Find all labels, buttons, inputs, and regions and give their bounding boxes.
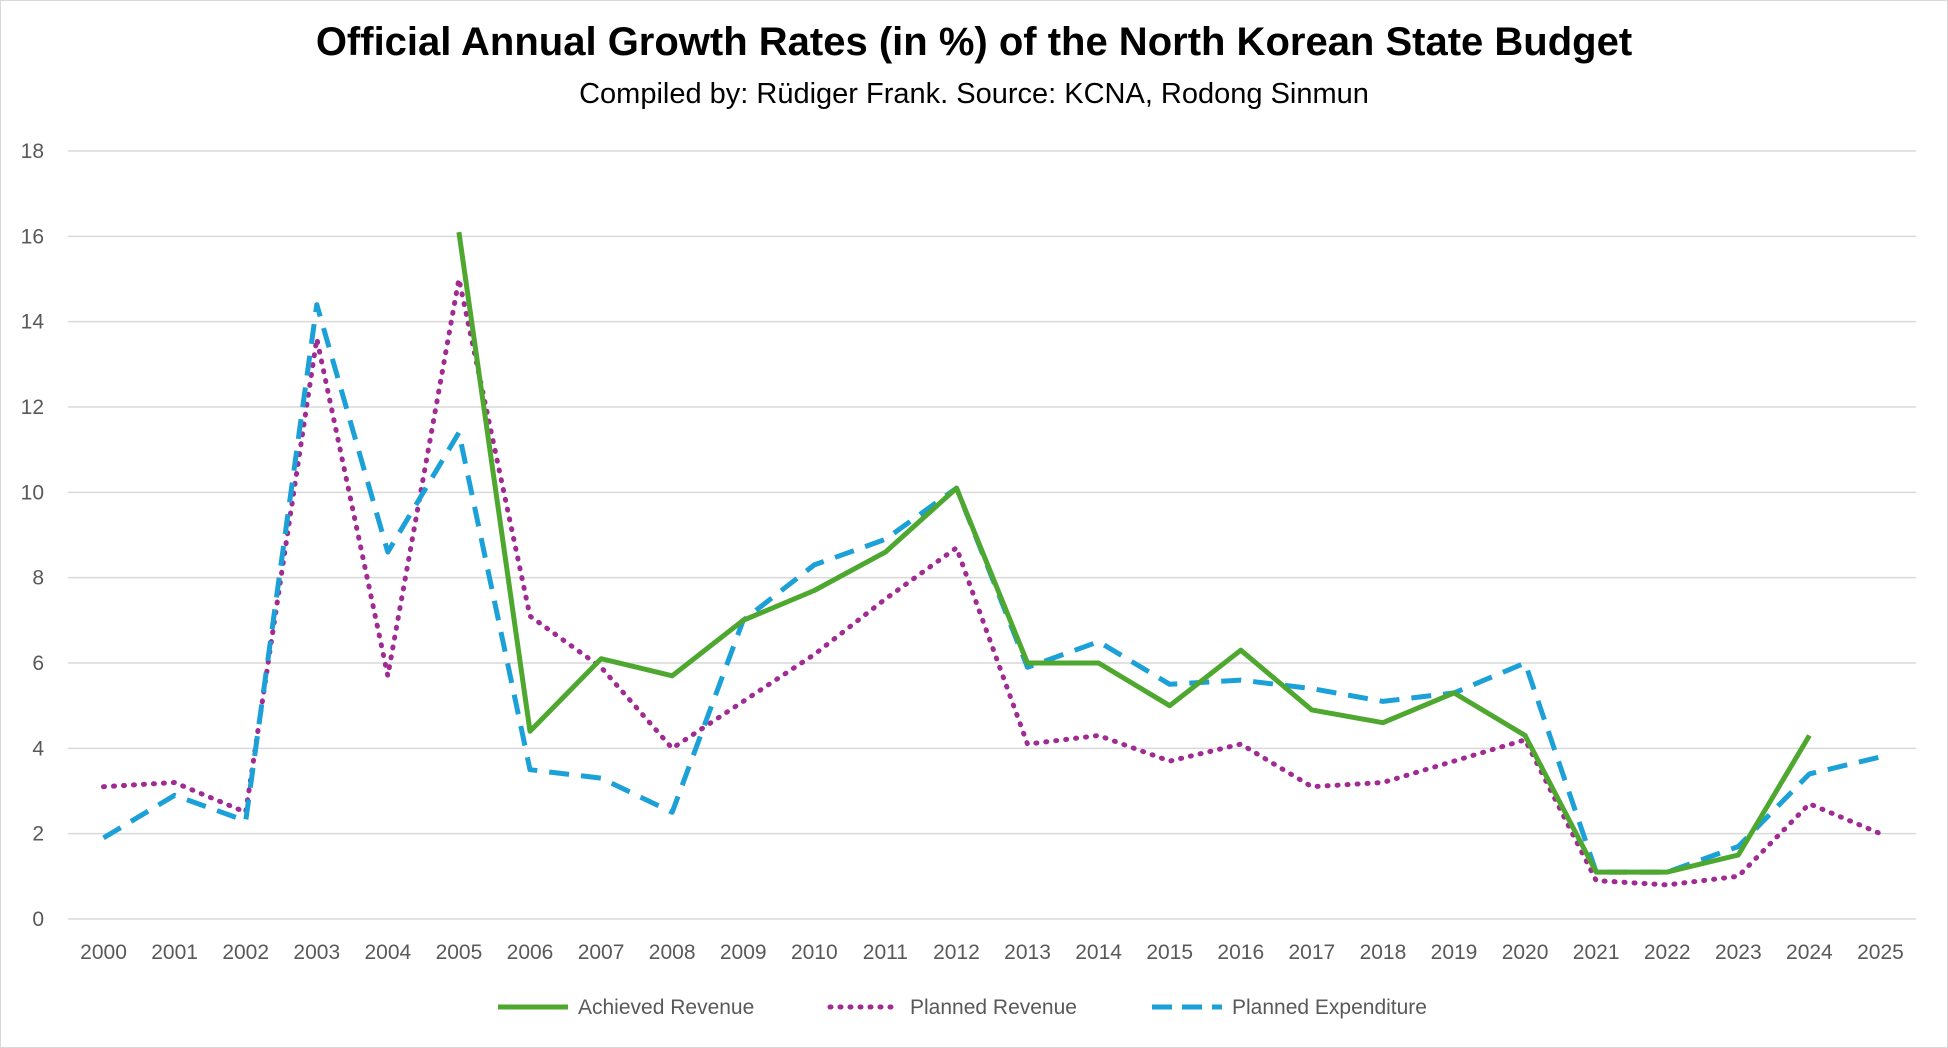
legend-label: Planned Revenue xyxy=(910,996,1077,1019)
y-tick-label: 4 xyxy=(32,737,44,760)
x-axis-ticks: 2000 2001 2002 2003 2004 2005 2006 2007 2008 2009… xyxy=(80,941,1904,964)
x-tick-label: 2017 xyxy=(1288,941,1335,964)
x-tick-label: 2005 xyxy=(436,941,483,964)
x-tick-label: 2016 xyxy=(1217,941,1264,964)
y-tick-label: 14 xyxy=(21,311,45,334)
chart-title: Official Annual Growth Rates (in %) of t… xyxy=(315,20,1633,64)
x-tick-label: 2001 xyxy=(151,941,198,964)
series-lines xyxy=(101,231,1883,888)
y-axis-ticks: 0 2 4 6 8 10 12 14 16 18 xyxy=(21,140,45,931)
x-tick-label: 2021 xyxy=(1573,941,1620,964)
x-tick-label: 2008 xyxy=(649,941,696,964)
x-tick-label: 2011 xyxy=(863,941,908,964)
legend: Achieved Revenue Planned Revenue Planned E… xyxy=(498,996,1427,1019)
chart-subtitle: Compiled by: Rüdiger Frank. Source: KCNA… xyxy=(579,78,1369,110)
legend-label: Achieved Revenue xyxy=(578,996,754,1019)
y-tick-label: 12 xyxy=(21,396,44,419)
x-tick-label: 2006 xyxy=(507,941,554,964)
x-tick-label: 2015 xyxy=(1146,941,1193,964)
y-tick-label: 0 xyxy=(32,908,44,931)
gridlines xyxy=(68,150,1916,920)
x-tick-label: 2009 xyxy=(720,941,767,964)
series-line-planned-revenue xyxy=(101,276,1883,888)
x-tick-label: 2023 xyxy=(1715,941,1762,964)
x-tick-label: 2020 xyxy=(1502,941,1549,964)
x-tick-label: 2018 xyxy=(1360,941,1407,964)
legend-label: Planned Expenditure xyxy=(1232,996,1427,1019)
x-tick-label: 2022 xyxy=(1644,941,1691,964)
x-tick-label: 2004 xyxy=(364,941,411,964)
x-tick-label: 2002 xyxy=(222,941,269,964)
y-tick-label: 10 xyxy=(21,481,44,504)
y-tick-label: 16 xyxy=(21,225,44,248)
x-tick-label: 2014 xyxy=(1075,941,1122,964)
x-tick-label: 2000 xyxy=(80,941,127,964)
x-tick-label: 2013 xyxy=(1004,941,1051,964)
x-tick-label: 2025 xyxy=(1857,941,1904,964)
x-tick-label: 2003 xyxy=(293,941,340,964)
x-tick-label: 2024 xyxy=(1786,941,1833,964)
y-tick-label: 18 xyxy=(21,140,44,163)
y-tick-label: 8 xyxy=(32,567,44,590)
y-tick-label: 6 xyxy=(32,652,44,675)
x-tick-label: 2007 xyxy=(578,941,625,964)
series-line-achieved-revenue xyxy=(456,231,1812,875)
x-tick-label: 2019 xyxy=(1431,941,1478,964)
y-tick-label: 2 xyxy=(32,823,44,846)
x-tick-label: 2012 xyxy=(933,941,980,964)
x-tick-label: 2010 xyxy=(791,941,838,964)
